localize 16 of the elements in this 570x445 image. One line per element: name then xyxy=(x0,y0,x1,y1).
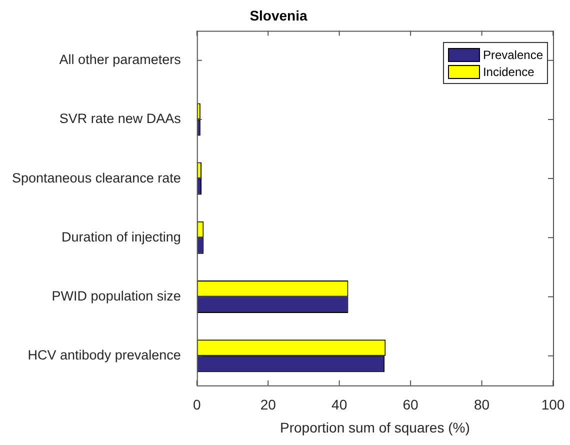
chart-title: Slovenia xyxy=(250,7,308,24)
x-axis-title: Proportion sum of squares (%) xyxy=(280,419,470,436)
y-tick-label: SVR rate new DAAs xyxy=(59,111,182,126)
x-tick-label: 40 xyxy=(332,396,348,413)
x-tick-label: 100 xyxy=(541,396,565,413)
legend-label: Prevalence xyxy=(482,48,543,62)
y-tick-label: PWID population size xyxy=(52,288,181,304)
x-tick-label: 60 xyxy=(402,396,419,413)
x-tick-label: 20 xyxy=(260,396,276,413)
y-tick-label: All other parameters xyxy=(59,52,182,68)
x-tick-label: 80 xyxy=(474,396,490,413)
y-tick-label: Spontaneous clearance rate xyxy=(12,170,181,186)
x-tick-label: 0 xyxy=(192,396,201,413)
y-tick-label: Duration of injecting xyxy=(62,229,181,244)
y-tick-label: HCV antibody prevalence xyxy=(28,348,181,363)
legend-label: Incidence xyxy=(482,64,534,78)
